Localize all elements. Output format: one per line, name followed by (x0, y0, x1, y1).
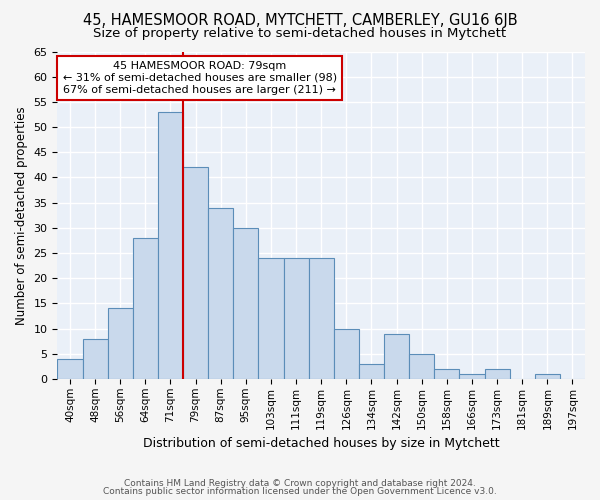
Bar (308, 258, 334, 379)
Bar (107, 308, 133, 379)
Bar (158, 112, 183, 379)
Bar (460, 374, 485, 379)
Bar (384, 334, 409, 379)
Bar (284, 258, 308, 379)
Text: Size of property relative to semi-detached houses in Mytchett: Size of property relative to semi-detach… (94, 28, 506, 40)
Text: 45 HAMESMOOR ROAD: 79sqm
← 31% of semi-detached houses are smaller (98)
67% of s: 45 HAMESMOOR ROAD: 79sqm ← 31% of semi-d… (63, 62, 337, 94)
Text: 45, HAMESMOOR ROAD, MYTCHETT, CAMBERLEY, GU16 6JB: 45, HAMESMOOR ROAD, MYTCHETT, CAMBERLEY,… (83, 12, 517, 28)
Bar (259, 258, 284, 379)
Bar (208, 208, 233, 379)
Text: Contains HM Land Registry data © Crown copyright and database right 2024.: Contains HM Land Registry data © Crown c… (124, 478, 476, 488)
Bar (434, 369, 460, 379)
Bar (83, 338, 107, 379)
Bar (485, 369, 509, 379)
Bar (58, 359, 83, 379)
Text: Contains public sector information licensed under the Open Government Licence v3: Contains public sector information licen… (103, 487, 497, 496)
Bar (535, 374, 560, 379)
Y-axis label: Number of semi-detached properties: Number of semi-detached properties (15, 106, 28, 324)
Bar (409, 354, 434, 379)
Bar (334, 328, 359, 379)
Bar (133, 238, 158, 379)
Bar (233, 228, 259, 379)
Bar (183, 168, 208, 379)
X-axis label: Distribution of semi-detached houses by size in Mytchett: Distribution of semi-detached houses by … (143, 437, 500, 450)
Bar (359, 364, 384, 379)
